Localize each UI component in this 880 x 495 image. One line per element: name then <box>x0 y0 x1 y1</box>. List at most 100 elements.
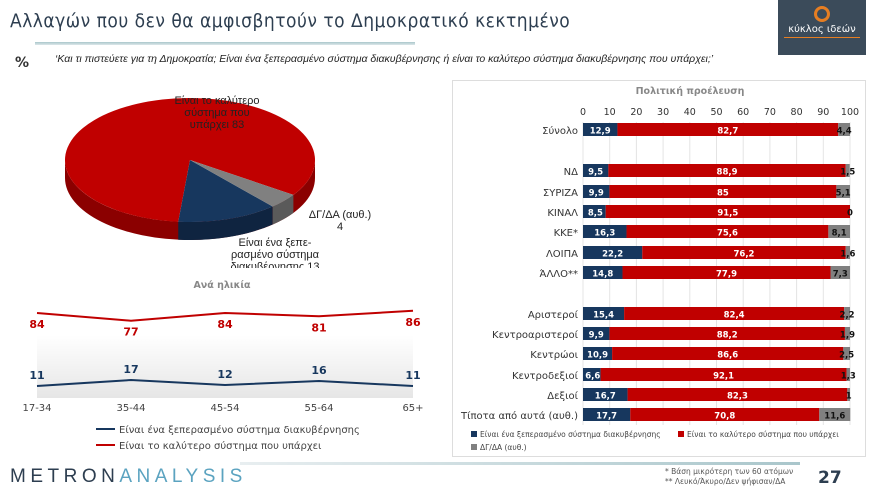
survey-question: ‘Και τι πιστεύετε για τη Δημοκρατία; Είν… <box>55 53 714 65</box>
line-data-label: 11 <box>405 369 420 382</box>
pie-slice-1 <box>178 160 273 222</box>
bar-segment <box>630 408 820 421</box>
bar-data-label: 0 <box>847 209 853 219</box>
bar-segment <box>844 327 850 340</box>
bar-category-label: ΣΥΡΙΖΑ <box>543 188 578 199</box>
line-series-best <box>36 309 414 322</box>
bar-segment <box>838 123 850 136</box>
line-chart-background <box>37 335 413 398</box>
bar-segment <box>609 185 837 198</box>
footer-divider <box>240 462 800 465</box>
pie-slice-2 <box>190 160 294 207</box>
bar-category-label: Τίποτα από αυτά (αυθ.) <box>460 410 578 422</box>
line-data-label: 77 <box>123 326 138 339</box>
page-number: 27 <box>818 468 842 488</box>
bar-category-label: Δεξιοί <box>547 390 578 402</box>
bar-data-label: 9,9 <box>589 331 604 341</box>
bar-data-label: 17,7 <box>596 412 617 422</box>
bar-category-label: Κεντροδεξιοί <box>512 370 579 382</box>
bar-segment <box>847 388 850 401</box>
bar-segment <box>583 205 606 218</box>
x-axis-tick: 40 <box>684 107 696 118</box>
bar-data-label: 14,8 <box>592 270 613 280</box>
legend-swatch <box>471 431 477 437</box>
bar-segment <box>583 368 601 381</box>
bar-data-label: 88,9 <box>717 168 738 178</box>
line-data-label: 84 <box>217 318 233 331</box>
bar-segment <box>624 307 845 320</box>
bar-data-label: 75,6 <box>717 229 738 239</box>
bar-data-label: 8,5 <box>588 209 603 219</box>
bar-segment <box>836 185 850 198</box>
bar-data-label: 1,9 <box>840 331 855 341</box>
pie-data-label: Είναι το καλύτερο <box>174 95 259 107</box>
title-divider <box>35 42 415 45</box>
bar-category-label: Σύνολο <box>542 125 578 137</box>
line-data-label: 17 <box>123 363 138 376</box>
legend-swatch <box>678 431 684 437</box>
bar-segment <box>605 205 850 218</box>
bar-data-label: 8,1 <box>832 229 847 239</box>
x-tick-label: 55-64 <box>304 403 333 414</box>
bar-segment <box>600 368 847 381</box>
bar-segment <box>612 347 844 360</box>
bar-segment <box>844 307 850 320</box>
bar-segment <box>843 347 850 360</box>
logo-text: κύκλος ιδεών <box>788 24 856 35</box>
bar-segment <box>583 123 618 136</box>
footnotes: * Βάση μικρότερη των 60 ατόμων ** Λευκό/Ά… <box>665 467 793 487</box>
legend-label: Είναι το καλύτερο σύστημα που υπάρχει <box>119 440 322 452</box>
bar-data-label: 11,6 <box>824 412 845 422</box>
x-axis-tick: 50 <box>710 107 722 118</box>
bar-category-label: Αριστεροί <box>528 309 579 321</box>
pie-data-label: Είναι ένα ξεπε- <box>239 237 312 249</box>
bar-chart-title: Πολιτική προέλευση <box>636 86 745 97</box>
bar-data-label: 1,6 <box>840 250 855 260</box>
bar-data-label: 4,4 <box>837 127 852 137</box>
bar-data-label: 1 <box>846 392 852 402</box>
bar-category-label: Κεντρώοι <box>530 349 578 361</box>
percent-symbol: % <box>15 55 30 71</box>
line-data-label: 84 <box>29 318 45 331</box>
bar-data-label: 7,3 <box>833 270 848 280</box>
line-data-label: 16 <box>311 364 327 377</box>
bar-data-label: 70,8 <box>714 412 735 422</box>
bar-segment <box>626 225 829 238</box>
legend-label: Είναι το καλύτερο σύστημα που υπάρχει <box>687 430 839 439</box>
bar-data-label: 16,7 <box>595 392 616 402</box>
bar-data-label: 77,9 <box>716 270 737 280</box>
logo-subline <box>784 37 860 43</box>
x-axis-tick: 70 <box>764 107 776 118</box>
bar-segment <box>845 164 850 177</box>
bar-data-label: 15,4 <box>593 311 614 321</box>
x-axis-tick: 30 <box>657 107 669 118</box>
line-chart-title: Ανά ηλικία <box>193 280 251 291</box>
bar-data-label: 1,3 <box>841 372 856 382</box>
legend-swatch <box>471 444 477 450</box>
bar-data-label: 82,7 <box>717 127 738 137</box>
x-axis-tick: 90 <box>817 107 829 118</box>
pie-slice-0 <box>65 97 316 222</box>
bar-segment <box>583 185 610 198</box>
bar-segment <box>583 164 609 177</box>
bar-data-label: 92,1 <box>713 372 734 382</box>
x-tick-label: 17-34 <box>22 403 51 414</box>
bar-data-label: 16,3 <box>594 229 615 239</box>
bar-segment <box>583 246 643 259</box>
bar-data-label: 12,9 <box>590 127 611 137</box>
x-tick-label: 65+ <box>402 403 423 414</box>
bar-data-label: 85 <box>717 189 729 199</box>
pie-data-label: ρασμένο σύστημα <box>231 249 320 261</box>
line-series-outdated <box>36 378 414 387</box>
bar-segment <box>617 123 839 136</box>
brand-metron: METRON <box>10 466 120 487</box>
bar-category-label: ΆΛΛΟ** <box>540 268 578 280</box>
bar-category-label: ΝΔ <box>564 167 578 178</box>
bar-data-label: 82,4 <box>724 311 745 321</box>
bar-segment <box>583 388 628 401</box>
bar-category-label: ΚΙΝΑΛ <box>547 208 578 219</box>
pie-data-label: υπάρχει 83 <box>190 119 244 131</box>
x-axis-tick: 0 <box>580 107 586 118</box>
bar-segment <box>845 246 850 259</box>
